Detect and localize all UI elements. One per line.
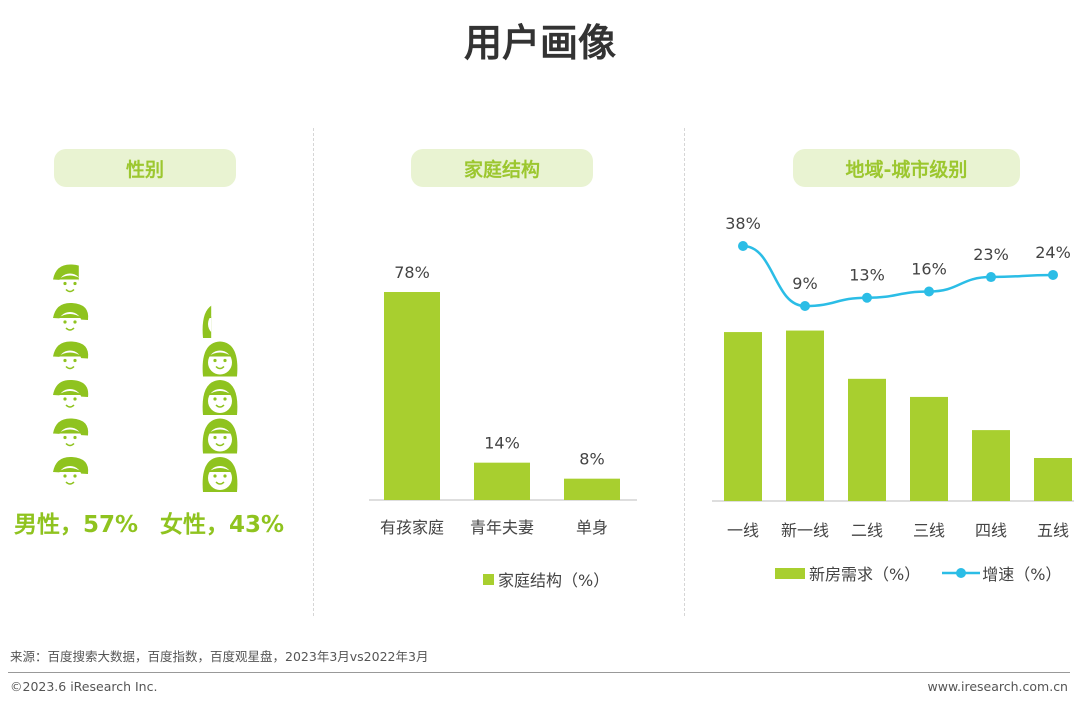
legend-demand-label: 新房需求（%） [809, 565, 921, 584]
girl-face-icon [202, 341, 238, 377]
region-city-tier-chart: 一线 新一线 二线 三线 四线 五线 38% 9% 13% 16% 23% 24% [712, 214, 1074, 540]
family-heading: 家庭结构 [411, 149, 593, 187]
tick-label: 单身 [576, 518, 608, 537]
data-label: 8% [579, 450, 604, 469]
bar [786, 330, 824, 501]
family-structure-chart: 78% 有孩家庭 14% 青年夫妻 8% 单身 [369, 263, 637, 537]
boy-face-icon [53, 302, 89, 336]
copyright: ©2023.6 iResearch Inc. [10, 679, 158, 694]
page-title: 用户画像 [463, 21, 616, 65]
region-heading: 地域-城市级别 [793, 149, 1020, 187]
tick-label: 四线 [975, 521, 1007, 540]
legend-growth-label: 增速（%） [982, 565, 1062, 584]
bar [910, 396, 948, 501]
tick-label: 一线 [727, 521, 759, 540]
data-label: 14% [484, 434, 520, 453]
tick-label: 二线 [851, 521, 883, 540]
growth-point [862, 292, 872, 303]
girl-face-icon [202, 380, 238, 415]
growth-point [1048, 269, 1058, 280]
boy-face-icon [53, 379, 89, 413]
data-label: 9% [792, 274, 817, 293]
tick-label: 五线 [1037, 521, 1069, 540]
growth-point [738, 241, 748, 251]
boy-face-icon [53, 264, 79, 298]
bar [724, 332, 762, 501]
footer-divider [8, 672, 1070, 673]
legend-bar-swatch [483, 573, 494, 585]
growth-point [924, 286, 934, 297]
panel-divider [313, 128, 314, 616]
boy-face-icon [53, 456, 89, 490]
tick-label: 有孩家庭 [380, 518, 444, 537]
bar [1034, 458, 1072, 501]
bar [384, 292, 440, 500]
data-label: 38% [725, 214, 761, 233]
gender-pictogram [53, 264, 238, 492]
legend-bar-swatch [775, 567, 805, 579]
gender-heading: 性别 [54, 149, 236, 187]
website-link[interactable]: www.iresearch.com.cn [927, 679, 1069, 694]
data-label: 13% [849, 266, 885, 285]
data-label: 78% [394, 263, 430, 282]
girl-face-icon [202, 305, 212, 338]
growth-point [800, 301, 810, 311]
region-legend: 新房需求（%） 增速（%） [775, 561, 1061, 585]
male-label: 男性，57% [14, 512, 139, 538]
girl-face-icon [202, 457, 238, 492]
boy-face-icon [53, 418, 89, 452]
tick-label: 三线 [913, 521, 945, 540]
bar [474, 462, 530, 500]
source-note: 来源：百度搜索大数据，百度指数，百度观星盘，2023年3月vs2022年3月 [10, 649, 429, 664]
panel-divider [684, 128, 685, 616]
growth-point [986, 272, 996, 283]
data-label: 23% [973, 245, 1009, 264]
data-label: 24% [1035, 243, 1071, 262]
bar [972, 430, 1010, 501]
legend-line-swatch [942, 568, 981, 578]
girl-face-icon [202, 418, 238, 454]
data-label: 16% [911, 260, 947, 279]
female-label: 女性，43% [160, 512, 285, 538]
family-legend: 家庭结构（%） [483, 567, 609, 591]
family-legend-label: 家庭结构（%） [498, 571, 610, 590]
boy-face-icon [53, 341, 89, 375]
bar [848, 378, 886, 501]
bar [564, 478, 620, 500]
tick-label: 青年夫妻 [470, 518, 534, 537]
tick-label: 新一线 [781, 521, 829, 540]
